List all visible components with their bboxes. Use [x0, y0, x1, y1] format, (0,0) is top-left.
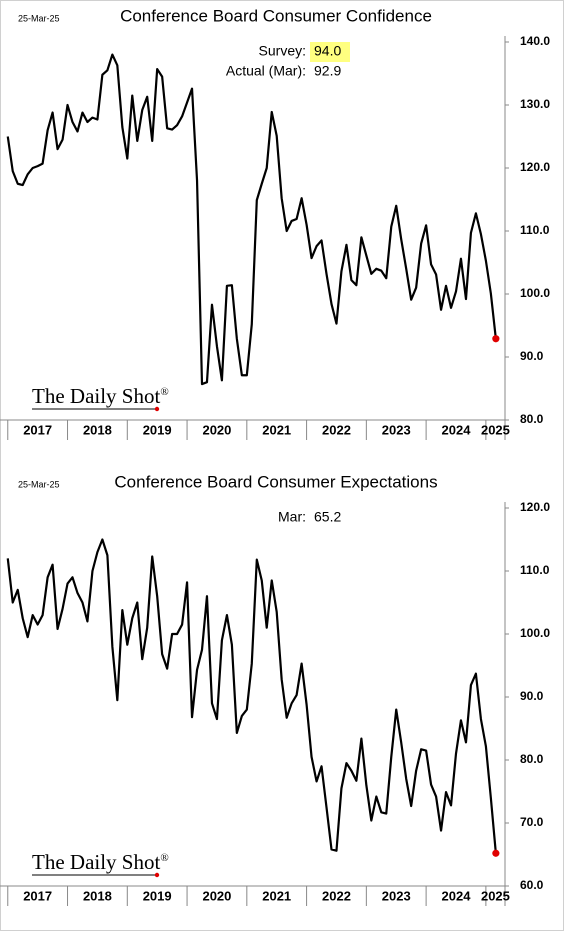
x-tick-label: 2020	[202, 888, 231, 903]
logo-text: The Daily Shot	[32, 384, 160, 408]
y-tick-label: 90.0	[520, 689, 544, 703]
x-tick-label: 2019	[143, 422, 172, 437]
annotation-label: Mar:	[278, 509, 306, 525]
last-point	[492, 335, 500, 343]
logo: The Daily Shot®	[32, 850, 169, 874]
x-tick-label: 2018	[83, 888, 112, 903]
x-tick-label: 2023	[382, 888, 411, 903]
y-tick-label: 120.0	[520, 160, 550, 174]
logo-mark: ®	[160, 386, 168, 398]
x-tick-label: 2020	[202, 422, 231, 437]
annotation-label: Actual (Mar):	[226, 63, 306, 79]
y-tick-label: 80.0	[520, 752, 544, 766]
logo-dot	[154, 406, 160, 412]
y-tick-label: 100.0	[520, 286, 550, 300]
annotation-value: 94.0	[314, 43, 341, 59]
x-tick-label: 2022	[322, 422, 351, 437]
last-point	[492, 849, 500, 857]
x-tick-label: 2017	[23, 422, 52, 437]
y-tick-label: 80.0	[520, 412, 544, 426]
y-tick-label: 130.0	[520, 97, 550, 111]
x-tick-label: 2017	[23, 888, 52, 903]
x-tick-label: 2022	[322, 888, 351, 903]
x-tick-label: 2025	[481, 888, 510, 903]
x-tick-label: 2019	[143, 888, 172, 903]
chart-title: Conference Board Consumer Confidence	[120, 6, 432, 25]
line-series	[6, 538, 497, 854]
x-tick-label: 2025	[481, 422, 510, 437]
x-tick-label: 2023	[382, 422, 411, 437]
x-tick-label: 2021	[262, 888, 291, 903]
annotation-value: 92.9	[314, 63, 341, 79]
date: 25-Mar-25	[18, 479, 60, 489]
y-tick-label: 110.0	[520, 563, 550, 577]
logo-mark: ®	[160, 852, 168, 864]
y-tick-label: 120.0	[520, 500, 550, 514]
x-tick-label: 2021	[262, 422, 291, 437]
logo-dot	[154, 872, 160, 878]
logo: The Daily Shot®	[32, 384, 169, 408]
chart-title: Conference Board Consumer Expectations	[114, 472, 437, 491]
y-tick-label: 110.0	[520, 223, 550, 237]
logo-text: The Daily Shot	[32, 850, 160, 874]
y-tick-label: 70.0	[520, 815, 544, 829]
annotation-highlight	[310, 42, 350, 62]
x-tick-label: 2024	[442, 888, 472, 903]
date: 25-Mar-25	[18, 13, 60, 23]
line-series	[6, 53, 497, 386]
x-tick-label: 2018	[83, 422, 112, 437]
y-tick-label: 140.0	[520, 34, 550, 48]
y-tick-label: 60.0	[520, 878, 544, 892]
y-tick-label: 90.0	[520, 349, 544, 363]
y-tick-label: 100.0	[520, 626, 550, 640]
annotation-label: Survey:	[259, 43, 306, 59]
x-tick-label: 2024	[442, 422, 472, 437]
annotation-value: 65.2	[314, 509, 341, 525]
